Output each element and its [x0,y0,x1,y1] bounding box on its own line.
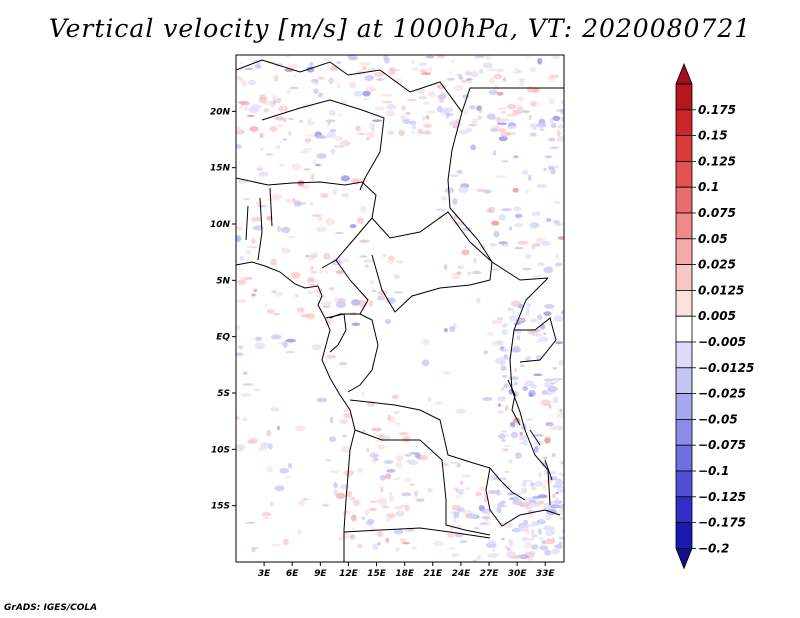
colorbar: 0.175 0.15 0.125 0.1 0.075 0.05 0.025 0.0125 0.0… [675,62,754,570]
vertical-velocity-field [236,55,564,562]
map-title: Vertical velocity [m/s] at 1000hPa, VT: … [48,14,752,43]
colorbar-label: 0.125 [698,154,736,168]
colorbar-label: −0.2 [698,541,729,555]
lat-tick-label: EQ [216,333,230,343]
colorbar-top-arrow [675,62,693,85]
lat-tick-label: 10N [210,220,231,230]
colorbar-swatch [675,186,693,214]
colorbar-swatch [675,83,693,111]
lon-tick-label: 33E [536,569,556,579]
border-gabon [325,313,347,353]
colorbar-label: −0.0125 [698,361,754,375]
border-lakes [507,379,553,481]
lon-tick-label: 24E [452,569,472,579]
colorbar-swatch [675,418,693,446]
lat-tick-label: 10S [211,445,230,455]
colorbar-swatch [675,238,693,266]
lon-tick-label: 27E [480,569,500,579]
lon-tick-label: 21E [423,569,443,579]
border-nigeria [236,177,377,269]
colorbar-swatch [675,496,693,523]
colorbar-swatch [675,160,693,188]
colorbar-label: −0.025 [698,387,746,401]
border-angola [354,429,491,536]
map-frame [235,54,565,563]
colorbar-swatch [675,470,693,498]
colorbar-label: −0.1 [698,464,729,478]
colorbar-swatch [675,109,693,137]
border-drc-south [349,399,526,501]
border-cameroon [329,259,369,319]
colorbar-swatch [675,367,693,394]
colorbar-label: −0.175 [698,516,746,530]
colorbar-swatch [675,341,693,369]
lat-tick-label: 15N [210,164,231,174]
border-zambia [485,467,561,527]
software-credit: GrADS: IGES/COLA [4,603,98,613]
colorbar-label: 0.175 [698,103,736,117]
lat-tick-label: 20N [210,107,231,117]
border-namibia [343,527,491,539]
colorbar-label: 0.005 [698,309,736,323]
lon-tick-label: 6E [286,569,299,579]
colorbar-swatch [675,212,693,240]
lat-tick-label: 5N [216,276,230,286]
colorbar-swatch [675,289,693,317]
colorbar-swatch [675,315,693,343]
colorbar-label: 0.075 [698,206,736,220]
lon-tick-label: 30E [508,569,528,579]
lon-tick-label: 9E [314,569,327,579]
colorbar-label: −0.05 [698,412,738,426]
colorbar-label: −0.005 [698,335,746,349]
lon-tick-label: 15E [367,569,387,579]
border-congo [347,313,379,393]
colorbar-swatch [675,264,693,291]
border-ghana-togo [245,187,273,261]
lon-tick-label: 18E [395,569,415,579]
country-borders [236,59,564,562]
colorbar-swatch [675,393,693,420]
border-chad-sudan [447,111,549,281]
border-car [371,211,493,313]
longitude-axis: 3E 6E 9E 12E 15E 18E 21E 24E 27E 30E 33E [258,562,556,579]
colorbar-label: 0.0125 [698,283,744,297]
colorbar-swatch [675,444,693,472]
colorbar-bottom-arrow [675,548,693,570]
lat-tick-label: 5S [217,389,230,399]
border-sahara-north [236,59,564,114]
colorbar-swatch [675,522,693,549]
colorbar-swatch [675,135,693,162]
latitude-axis: 20N 15N 10N 5N EQ 5S 10S 15S [210,107,236,512]
lon-tick-label: 12E [339,569,359,579]
coastline-west-africa [236,261,356,562]
border-uganda [514,317,557,363]
colorbar-label: 0.025 [698,258,736,272]
lat-tick-label: 15S [211,502,230,512]
border-niger-chad [261,99,385,191]
colorbar-label: 0.1 [698,180,719,194]
colorbar-label: −0.075 [698,438,746,452]
lon-tick-label: 3E [258,569,271,579]
colorbar-label: −0.125 [698,490,746,504]
colorbar-label: 0.15 [698,129,728,143]
colorbar-label: 0.05 [698,232,728,246]
border-drc-east [509,277,551,506]
